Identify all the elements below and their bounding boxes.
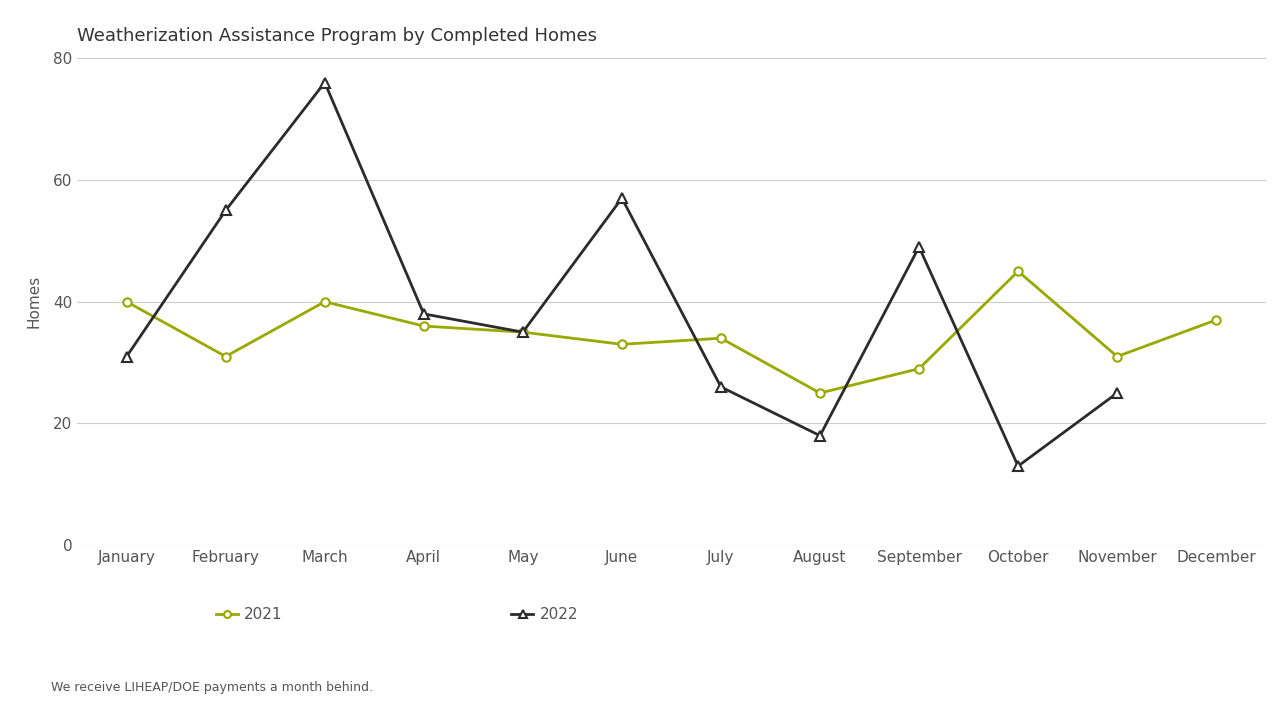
2021 bbox=[614, 340, 630, 349]
2022 bbox=[120, 352, 135, 361]
2021 bbox=[1010, 267, 1025, 276]
2021 bbox=[416, 321, 432, 330]
Text: We receive LIHEAP/DOE payments a month behind.: We receive LIHEAP/DOE payments a month b… bbox=[51, 681, 374, 694]
2021 bbox=[1208, 316, 1223, 324]
Y-axis label: Homes: Homes bbox=[27, 275, 41, 329]
2022 bbox=[614, 194, 630, 203]
2022 bbox=[218, 206, 234, 214]
2022 bbox=[1109, 389, 1124, 398]
2022 bbox=[515, 328, 531, 337]
2021 bbox=[120, 297, 135, 306]
Text: 2022: 2022 bbox=[540, 607, 578, 622]
2021 bbox=[812, 389, 828, 398]
2021 bbox=[218, 352, 234, 361]
2021 bbox=[317, 297, 333, 306]
2021 bbox=[713, 334, 729, 342]
2021 bbox=[1109, 352, 1124, 361]
Line: 2022: 2022 bbox=[122, 78, 1122, 471]
2021 bbox=[515, 328, 531, 337]
2022 bbox=[416, 310, 432, 318]
Text: Weatherization Assistance Program by Completed Homes: Weatherization Assistance Program by Com… bbox=[77, 28, 598, 46]
2022 bbox=[812, 431, 828, 440]
2022 bbox=[713, 382, 729, 391]
2022 bbox=[1010, 462, 1025, 470]
2022 bbox=[317, 78, 333, 87]
Text: 2021: 2021 bbox=[244, 607, 283, 622]
Line: 2021: 2021 bbox=[122, 267, 1221, 397]
2021 bbox=[911, 364, 926, 373]
2022 bbox=[911, 243, 926, 252]
